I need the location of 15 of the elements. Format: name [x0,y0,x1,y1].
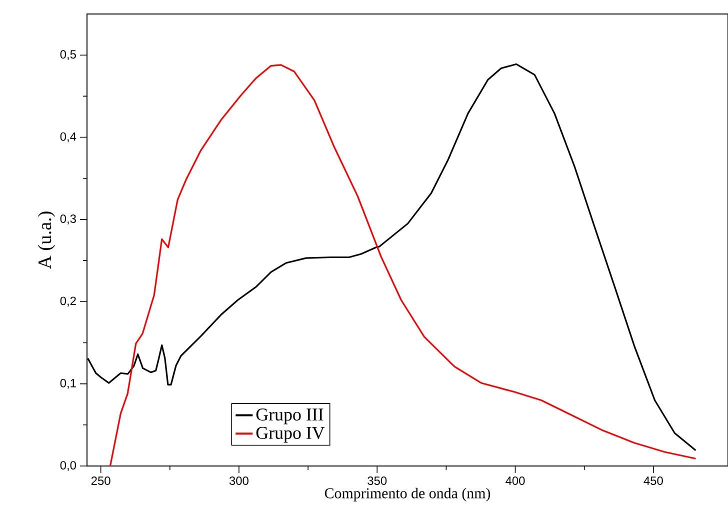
y-tick-label: 0,3 [60,214,76,224]
x-tick-label: 450 [644,476,663,485]
y-tick-label: 0,4 [60,132,76,142]
legend-label: Grupo III [256,408,324,424]
legend-label: Grupo IV [256,426,325,443]
x-tick-label: 250 [91,476,110,485]
y-tick-label: 0,1 [60,378,76,389]
y-axis-title: A (u.a.) [38,212,56,269]
y-tick-label: 0,5 [60,50,76,60]
x-tick-label: 300 [229,476,248,485]
y-tick-label: 0,2 [60,296,76,307]
x-tick-label: 400 [506,476,525,485]
y-tick-label: 0,0 [60,461,76,471]
x-axis-title: Comprimento de onda (nm) [324,488,490,502]
x-tick-label: 350 [368,476,387,485]
